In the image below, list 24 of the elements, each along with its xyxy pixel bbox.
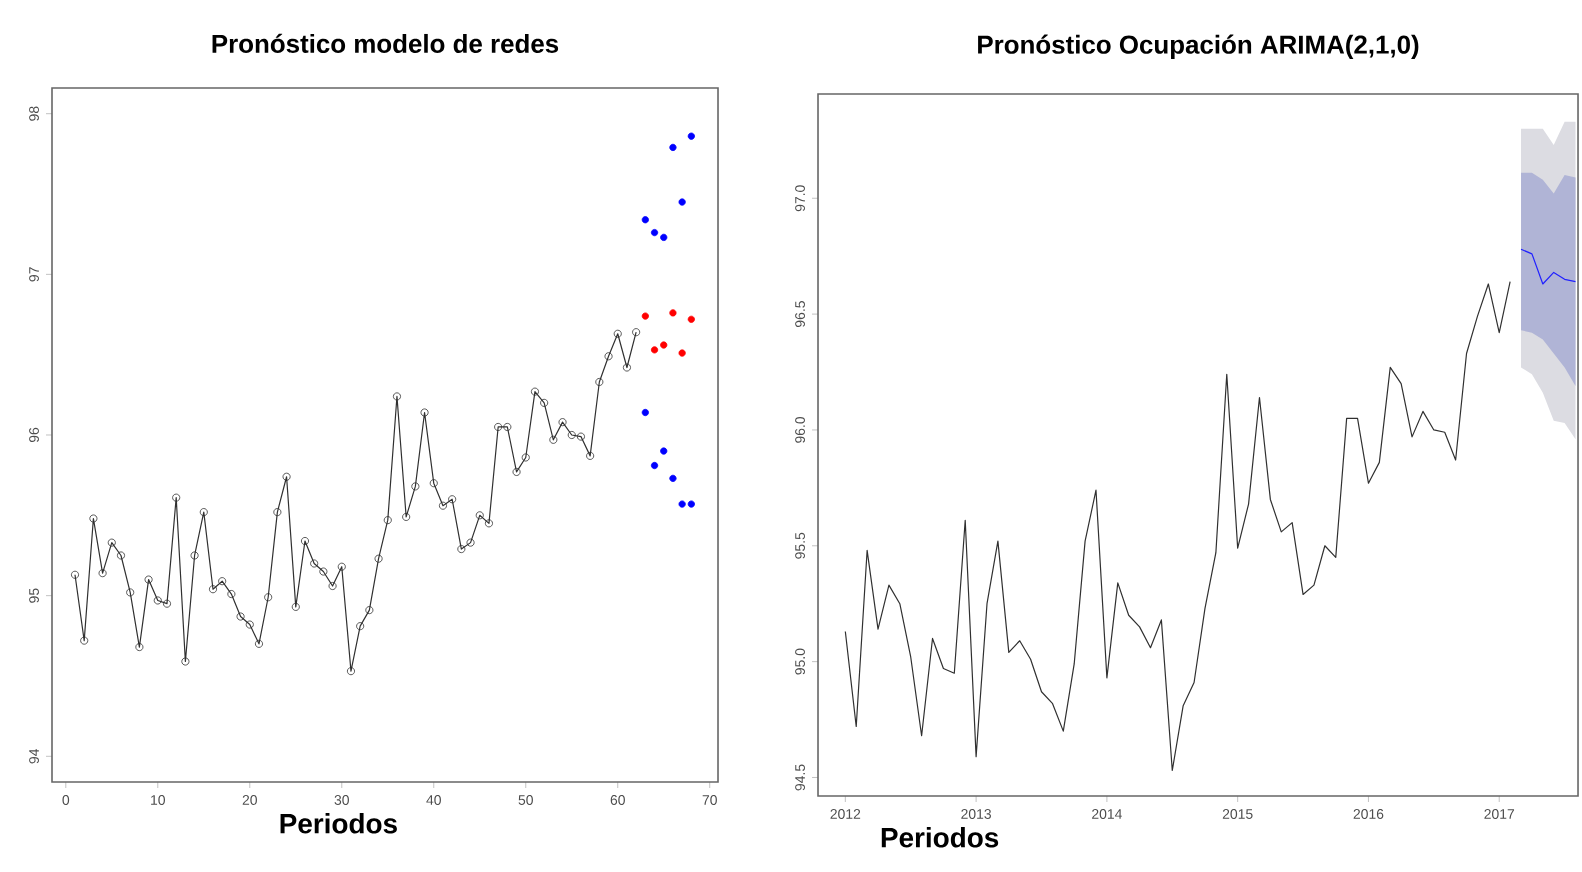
point: [678, 198, 686, 206]
point: [650, 228, 659, 237]
chart-title: Pronóstico Ocupación ARIMA(2,1,0): [978, 34, 1419, 59]
point: [687, 132, 695, 140]
point: [641, 408, 649, 417]
point: [660, 233, 668, 241]
point: [641, 312, 649, 320]
point: [687, 315, 695, 323]
point: [660, 447, 668, 455]
x-axis-title: Periodos: [280, 813, 397, 834]
point: [678, 349, 686, 357]
x-axis-title: Periodos: [881, 827, 999, 848]
point: [669, 474, 677, 482]
point: [669, 309, 677, 317]
line-series: [844, 281, 1511, 772]
point: [650, 346, 659, 354]
point: [660, 341, 668, 349]
chart-title: Pronóstico modelo de redes: [212, 33, 559, 53]
line-series: [1520, 248, 1577, 285]
point: [678, 500, 686, 508]
point: [687, 500, 695, 508]
point: [669, 143, 677, 152]
point: [650, 461, 659, 470]
point: [641, 216, 649, 224]
